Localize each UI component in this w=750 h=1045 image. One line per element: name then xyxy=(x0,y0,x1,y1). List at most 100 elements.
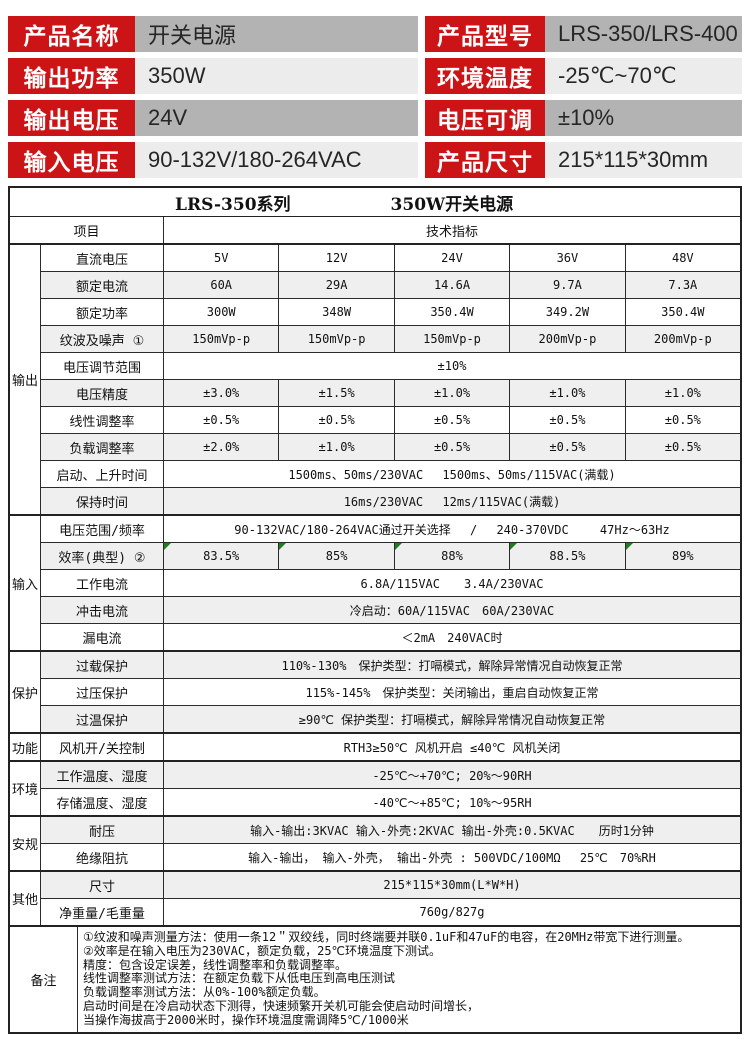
comment-flag-cell: 85% xyxy=(278,543,393,569)
spec-row-withstand-voltage: 耐压 输入-输出:3KVAC 输入-外壳:2KVAC 输出-外壳:0.5KVAC… xyxy=(41,817,740,843)
spec-cell: 110%-130% 保护类型：打嗝模式，解除异常情况自动恢复正常 xyxy=(281,658,623,673)
row-label: 过压保护 xyxy=(41,679,164,705)
spec-row-hold-time: 保持时间 16ms/230VAC 12ms/115VAC(满载) xyxy=(41,487,740,514)
spec-cell: 350.4W xyxy=(624,299,740,325)
row-label: 电压范围/频率 xyxy=(41,516,164,542)
comment-flag-cell: 89% xyxy=(624,543,740,569)
input-voltage-label: 输入电压 xyxy=(8,142,135,178)
remark-line: 当操作海拔高于2000米时，操作环境温度需调降5℃/1000米 xyxy=(83,1013,409,1027)
output-power-value: 350W xyxy=(135,58,418,94)
spec-row-leakage-current: 漏电流 ＜2mA 240VAC时 xyxy=(41,623,740,650)
spec-cell: 14.6A xyxy=(393,272,509,298)
spec-cell: 115%-145% 保护类型：关闭输出，重启自动恢复正常 xyxy=(305,685,599,700)
spec-cell: 150mVp-p xyxy=(192,332,251,346)
spec-cell: ±0.5% xyxy=(278,407,393,433)
group-other: 其他 尺寸 215*115*30mm(L*W*H) 净重量/毛重量 760g/8… xyxy=(10,870,740,925)
spec-row-line-regulation: 线性调整率 ±0.5% ±0.5% ±0.5% ±0.5% ±0.5% xyxy=(41,406,740,433)
spec-cell: ≥90℃ 保护类型：打嗝模式，解除异常情况自动恢复正常 xyxy=(298,712,606,727)
row-label: 冲击电流 xyxy=(41,597,164,623)
spec-cell: RTH3≥50℃ 风机开启 ≤40℃ 风机关闭 xyxy=(343,740,561,755)
remarks-text: ①纹波和噪声测量方法：使用一条12＂双绞线，同时终端要并联0.1uF和47uF的… xyxy=(78,927,740,1032)
row-label: 保持时间 xyxy=(41,488,164,514)
spec-cell: 150mVp-p xyxy=(278,326,393,352)
group-category: 环境 xyxy=(10,762,41,815)
ambient-temperature-label: 环境温度 xyxy=(425,58,545,94)
product-model-value: LRS-350/LRS-400 xyxy=(545,16,742,52)
row-label: 净重量/毛重量 xyxy=(41,899,164,925)
spec-cell: 215*115*30mm(L*W*H) xyxy=(383,878,521,892)
spec-cell: 输入-输出:3KVAC 输入-外壳:2KVAC 输出-外壳:0.5KVAC 历时… xyxy=(250,823,654,838)
spec-row-ripple-noise: 纹波及噪声 ① 150mVp-p 150mVp-p 150mVp-p 200mV… xyxy=(41,325,740,352)
spec-row-rated-power: 额定功率 300W 348W 350.4W 349.2W 350.4W xyxy=(41,298,740,325)
group-category: 其他 xyxy=(10,872,41,925)
divider xyxy=(418,142,425,178)
comment-flag-cell: 88.5% xyxy=(509,543,624,569)
spec-row-overload-protection: 过载保护 110%-130% 保护类型：打嗝模式，解除异常情况自动恢复正常 xyxy=(41,652,740,678)
spec-cell: 349.2W xyxy=(509,299,624,325)
row-label: 效率(典型) ② xyxy=(41,543,164,569)
spec-row-dc-voltage: 直流电压 5V 12V 24V 36V 48V xyxy=(41,245,740,271)
row-label: 风机开/关控制 xyxy=(41,734,164,760)
spec-cell: ±0.5% xyxy=(624,434,740,460)
spec-cell: 760g/827g xyxy=(419,905,485,919)
row-label: 电压调节范围 xyxy=(41,353,164,379)
spec-cell: ±0.5% xyxy=(509,407,624,433)
spec-cell: ±10% xyxy=(437,359,467,373)
spec-row-rated-current: 额定电流 60A 29A 14.6A 9.7A 7.3A xyxy=(41,271,740,298)
group-environment: 环境 工作温度、湿度 -25℃～+70℃; 20%～90RH 存储温度、湿度 -… xyxy=(10,760,740,815)
spec-row-insulation-resistance: 绝缘阻抗 输入-输出， 输入-外壳， 输出-外壳 : 500VDC/100MΩ … xyxy=(41,843,740,870)
spec-header-row: 项目 技术指标 xyxy=(10,216,740,243)
spec-cell: 300W xyxy=(206,305,236,319)
remark-line: ①纹波和噪声测量方法：使用一条12＂双绞线，同时终端要并联0.1uF和47uF的… xyxy=(83,931,690,944)
group-category: 功能 xyxy=(10,734,41,760)
output-voltage-label: 输出电压 xyxy=(8,100,135,136)
spec-cell: 7.3A xyxy=(624,272,740,298)
group-category: 输入 xyxy=(10,516,41,650)
spec-table-title: LRS-350系列 350W开关电源 xyxy=(10,188,740,216)
series-title: LRS-350系列 xyxy=(175,194,291,215)
row-label: 耐压 xyxy=(41,817,164,843)
spec-row-startup-rise-time: 启动、上升时间 1500ms、50ms/230VAC 1500ms、50ms/1… xyxy=(41,460,740,487)
spec-cell: 60A xyxy=(210,278,233,292)
divider xyxy=(418,58,425,94)
summary-row: 输出功率 350W 环境温度 -25℃~70℃ xyxy=(8,58,742,94)
spec-cell: ±0.5% xyxy=(203,413,240,427)
product-name-value: 开关电源 xyxy=(135,16,418,52)
input-voltage-value: 90-132V/180-264VAC xyxy=(135,142,418,178)
spec-row-voltage-range-freq: 电压范围/频率 90-132VAC/180-264VAC通过开关选择 / 240… xyxy=(41,516,740,542)
spec-row-overtemp-protection: 过温保护 ≥90℃ 保护类型：打嗝模式，解除异常情况自动恢复正常 xyxy=(41,705,740,732)
spec-cell: 5V xyxy=(213,251,229,265)
row-label: 启动、上升时间 xyxy=(41,461,164,487)
spec-cell: 1500ms、50ms/230VAC 1500ms、50ms/115VAC(满载… xyxy=(288,467,616,482)
row-label: 存储温度、湿度 xyxy=(41,789,164,815)
spec-row-working-temp-humidity: 工作温度、湿度 -25℃～+70℃; 20%～90RH xyxy=(41,762,740,788)
voltage-adjustable-value: ±10% xyxy=(545,100,742,136)
spec-cell: 6.8A/115VAC 3.4A/230VAC xyxy=(360,576,544,591)
summary-row: 输入电压 90-132V/180-264VAC 产品尺寸 215*115*30m… xyxy=(8,142,742,178)
remark-line: 负载调整率测试方法：从0%-100%额定负载。 xyxy=(83,986,326,1000)
remark-line: 启动时间是在冷启动状态下测得，快速频繁开关机可能会使启动时间增长， xyxy=(83,999,480,1013)
spec-row-dimensions: 尺寸 215*115*30mm(L*W*H) xyxy=(41,872,740,898)
group-remarks: 备注 ①纹波和噪声测量方法：使用一条12＂双绞线，同时终端要并联0.1uF和47… xyxy=(10,925,740,1032)
spec-row-fan-control: 风机开/关控制 RTH3≥50℃ 风机开启 ≤40℃ 风机关闭 xyxy=(41,734,740,760)
divider xyxy=(418,16,425,52)
row-label: 电压精度 xyxy=(41,380,164,406)
row-label: 直流电压 xyxy=(41,245,164,271)
spec-cell: ±0.5% xyxy=(624,407,740,433)
remark-line: 线性调整率测试方法：在额定负载下从低电压到高电压测试 xyxy=(83,972,396,986)
row-label: 漏电流 xyxy=(41,624,164,650)
group-function: 功能 风机开/关控制 RTH3≥50℃ 风机开启 ≤40℃ 风机关闭 xyxy=(10,732,740,760)
spec-cell: 冷启动：60A/115VAC 60A/230VAC xyxy=(349,603,555,618)
spec-cell: 348W xyxy=(278,299,393,325)
comment-flag-cell: 83.5% xyxy=(164,543,278,569)
remark-line: 精度：包含设定误差，线性调整率和负载调整率。 xyxy=(83,958,348,972)
remark-line: ②效率是在输入电压为230VAC，额定负载，25℃环境温度下测试。 xyxy=(83,944,442,958)
spec-cell: 12V xyxy=(278,245,393,271)
row-label: 线性调整率 xyxy=(41,407,164,433)
spec-cell: 24V xyxy=(393,245,509,271)
spec-cell: 350.4W xyxy=(393,299,509,325)
spec-cell: -25℃～+70℃; 20%～90RH xyxy=(372,768,532,783)
spec-cell: 90-132VAC/180-264VAC通过开关选择 / 240-370VDC … xyxy=(234,522,670,537)
voltage-adjustable-label: 电压可调 xyxy=(425,100,545,136)
spec-cell: 29A xyxy=(278,272,393,298)
